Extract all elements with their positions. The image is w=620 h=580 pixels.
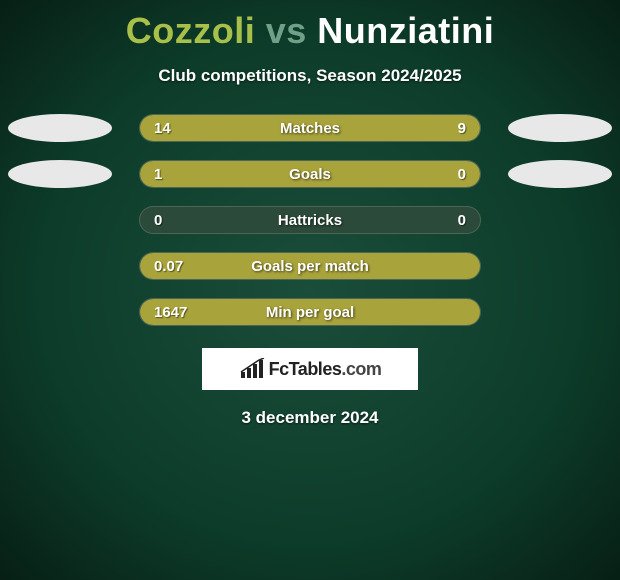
stat-row: 1647Min per goal bbox=[0, 298, 620, 326]
stat-metric-label: Goals bbox=[140, 161, 480, 188]
stat-row: 10Goals bbox=[0, 160, 620, 188]
stat-bar: 149Matches bbox=[139, 114, 481, 142]
player-badge-left bbox=[8, 114, 112, 142]
chart-icon bbox=[239, 358, 265, 380]
vs-text: vs bbox=[266, 10, 307, 51]
player-badge-right bbox=[508, 160, 612, 188]
player-badge-right bbox=[508, 114, 612, 142]
stat-row: 149Matches bbox=[0, 114, 620, 142]
stat-bar: 1647Min per goal bbox=[139, 298, 481, 326]
title: Cozzoli vs Nunziatini bbox=[0, 0, 620, 52]
subtitle: Club competitions, Season 2024/2025 bbox=[0, 66, 620, 86]
stat-metric-label: Min per goal bbox=[140, 299, 480, 326]
player2-name: Nunziatini bbox=[317, 10, 494, 51]
logo-domain: .com bbox=[341, 359, 381, 379]
stat-metric-label: Goals per match bbox=[140, 253, 480, 280]
date-text: 3 december 2024 bbox=[0, 408, 620, 428]
stat-row: 00Hattricks bbox=[0, 206, 620, 234]
stats-card: Cozzoli vs Nunziatini Club competitions,… bbox=[0, 0, 620, 580]
logo-text: FcTables.com bbox=[269, 359, 382, 380]
stat-metric-label: Matches bbox=[140, 115, 480, 142]
logo-brand: FcTables bbox=[269, 359, 342, 379]
player1-name: Cozzoli bbox=[126, 10, 255, 51]
stat-bar: 10Goals bbox=[139, 160, 481, 188]
player-badge-left bbox=[8, 160, 112, 188]
stat-rows: 149Matches 10Goals 00Hattricks 0.07Goals pe… bbox=[0, 114, 620, 326]
stat-bar: 00Hattricks bbox=[139, 206, 481, 234]
stat-row: 0.07Goals per match bbox=[0, 252, 620, 280]
stat-metric-label: Hattricks bbox=[140, 207, 480, 234]
stat-bar: 0.07Goals per match bbox=[139, 252, 481, 280]
source-logo: FcTables.com bbox=[202, 348, 418, 390]
